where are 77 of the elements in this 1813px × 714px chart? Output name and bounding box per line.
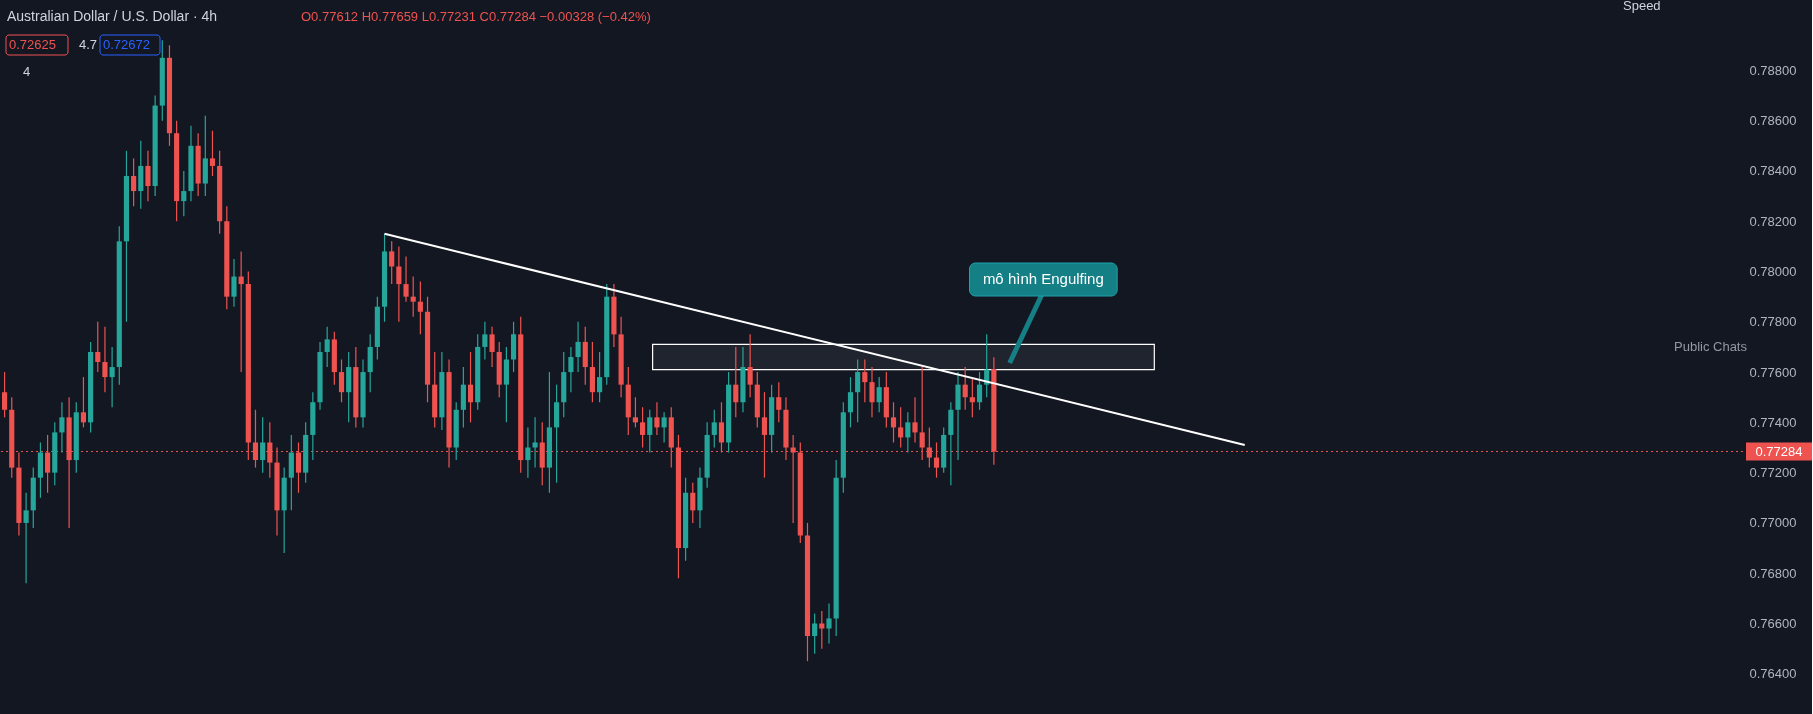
candlestick — [690, 482, 696, 524]
candlestick — [855, 358, 861, 423]
candlestick — [181, 170, 187, 217]
candlestick — [403, 255, 409, 303]
candlestick — [238, 250, 244, 373]
candlestick — [869, 366, 875, 418]
candlestick — [489, 326, 495, 368]
candlestick — [962, 366, 968, 411]
candlestick — [597, 351, 603, 403]
y-tick-label: 0.78200 — [1749, 213, 1797, 229]
candlestick — [640, 406, 646, 449]
candlestick — [776, 381, 782, 423]
y-tick-label: 0.77400 — [1749, 414, 1797, 430]
candlestick — [661, 411, 667, 444]
annotation: 0.72625 — [9, 37, 56, 52]
candlestick — [260, 416, 266, 474]
candlestick — [826, 602, 832, 645]
ref-line-label: 0.77284 — [1755, 443, 1803, 459]
candlestick — [102, 326, 108, 393]
candlestick — [747, 333, 753, 398]
candlestick — [338, 358, 345, 403]
candlestick — [905, 411, 911, 454]
candlestick — [109, 346, 115, 408]
candlestick — [324, 326, 330, 368]
candlestick — [145, 150, 151, 202]
candlestick — [59, 401, 65, 454]
candlestick — [733, 346, 739, 418]
y-tick-label: 0.78800 — [1749, 62, 1797, 78]
annotation: Public Chats — [1674, 339, 1748, 354]
candlestick — [711, 409, 717, 449]
annotation: 4 — [23, 64, 31, 79]
candlestick — [410, 275, 416, 318]
candlestick — [969, 376, 975, 418]
candlestick — [2, 371, 8, 418]
y-tick-label: 0.77200 — [1749, 465, 1797, 481]
candlestick — [209, 130, 216, 177]
candlestick — [654, 401, 660, 436]
y-tick-label: 0.77800 — [1749, 314, 1797, 330]
candlestick — [532, 416, 538, 469]
candlestick — [912, 396, 918, 444]
candlestick — [417, 280, 423, 335]
candlestick — [812, 612, 818, 655]
candlestick — [131, 157, 137, 207]
candlestick — [231, 258, 237, 308]
text: O0.77612 H0.77659 L0.77231 C0.77284 −0.00328 (−0.42%) — [301, 9, 651, 24]
candlestick — [80, 376, 87, 428]
candlestick — [467, 351, 474, 423]
candlestick — [568, 346, 574, 393]
y-tick-label: 0.78600 — [1749, 113, 1797, 129]
y-tick-label: 0.77000 — [1749, 515, 1797, 531]
candlestick — [898, 406, 904, 449]
candlestick — [847, 376, 854, 428]
candlestick — [95, 321, 101, 373]
y-tick-label: 0.77600 — [1749, 364, 1797, 380]
candlestick — [525, 426, 531, 479]
y-tick-label: 0.76800 — [1749, 565, 1797, 581]
candlestick — [976, 371, 983, 411]
candlestick — [575, 321, 581, 373]
candlestick — [647, 409, 653, 454]
annotation: 0.72672 — [103, 37, 150, 52]
y-tick-label: 0.78400 — [1749, 163, 1797, 179]
candlestick — [862, 358, 868, 403]
candlestick — [819, 610, 825, 650]
candlestick — [482, 321, 488, 361]
candlestick — [23, 492, 29, 584]
candlestick — [396, 245, 402, 323]
annotation: 4.7 — [79, 37, 98, 52]
candlestick — [389, 240, 395, 285]
candlestick — [890, 401, 897, 444]
text: Australian Dollar / U.S. Dollar · 4h — [7, 8, 218, 24]
candlestick — [632, 396, 639, 428]
annotation: Speed — [1623, 0, 1661, 13]
y-tick-label: 0.76400 — [1749, 666, 1797, 682]
y-tick-label: 0.76600 — [1749, 615, 1797, 631]
y-tick-label: 0.78000 — [1749, 264, 1797, 280]
candlestick — [876, 376, 882, 413]
annotation: mô hình Engulfing — [982, 270, 1104, 287]
